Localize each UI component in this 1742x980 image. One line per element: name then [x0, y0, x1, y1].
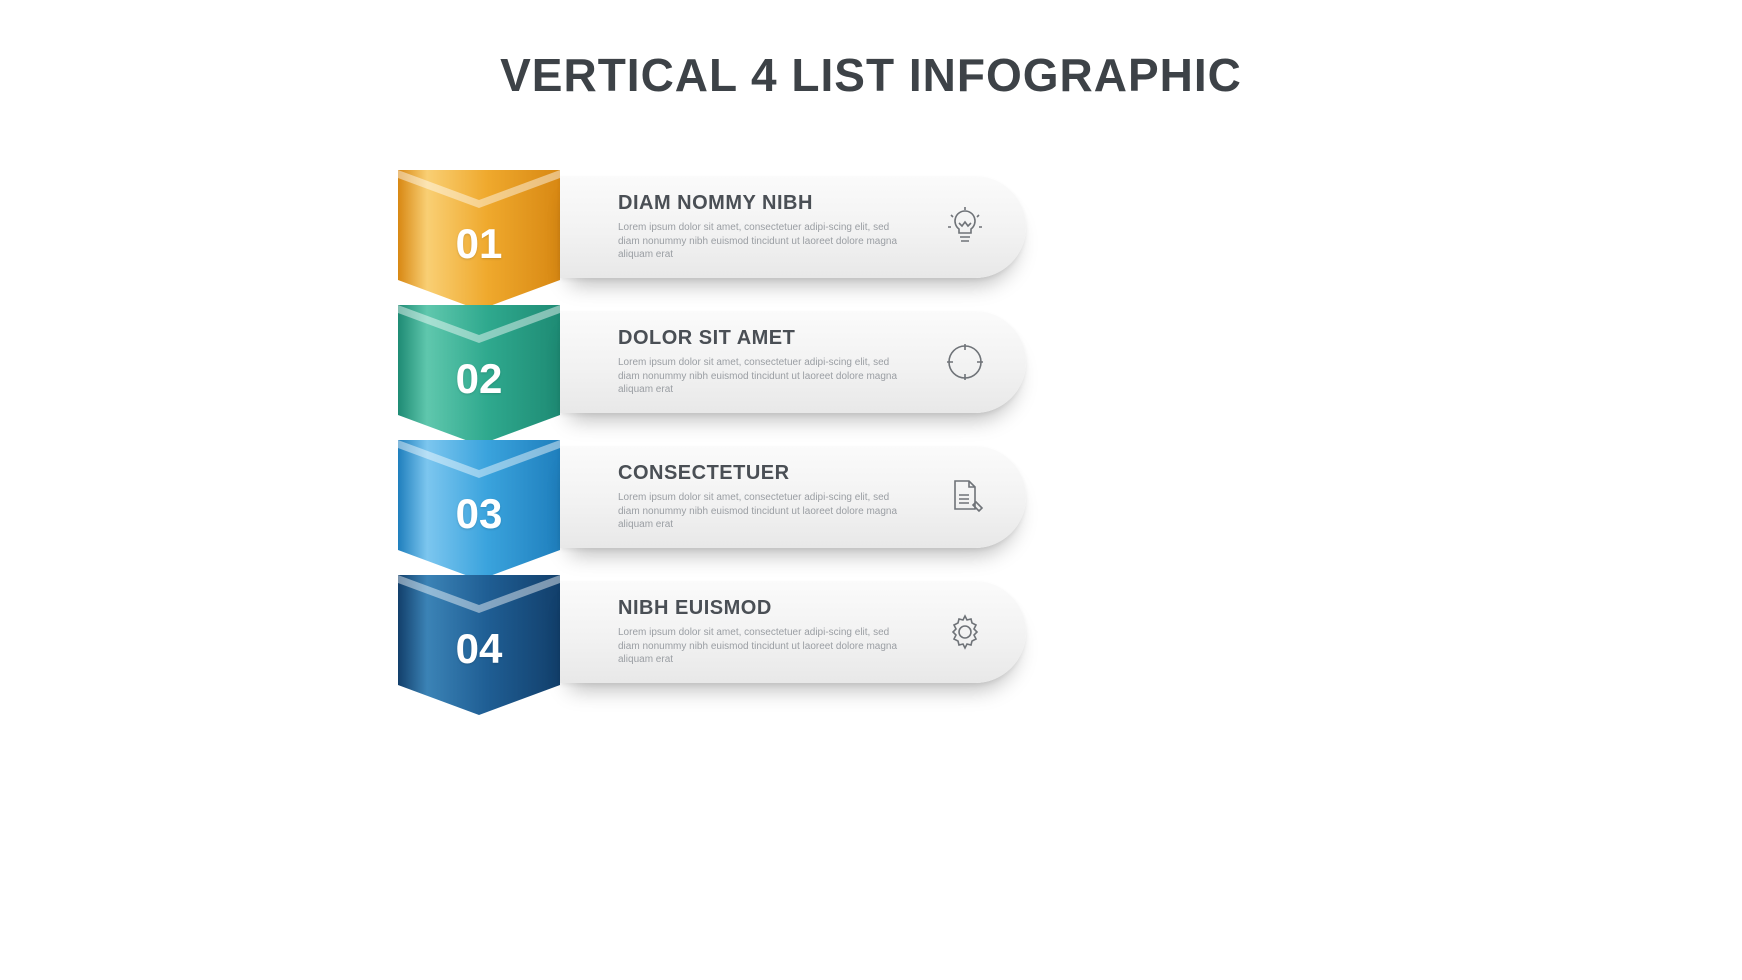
lightbulb-icon	[920, 205, 1010, 249]
item-number: 03	[398, 490, 560, 538]
target-icon	[920, 340, 1010, 384]
number-chevron: 04	[398, 575, 560, 710]
page-title: VERTICAL 4 LIST INFOGRAPHIC	[0, 48, 1742, 102]
item-title: CONSECTETUER	[618, 462, 902, 485]
number-chevron: 01	[398, 170, 560, 305]
document-icon	[920, 475, 1010, 519]
number-chevron: 03	[398, 440, 560, 575]
item-body: Lorem ipsum dolor sit amet, consectetuer…	[618, 491, 902, 532]
list-item: 04 NIBH EUISMOD Lorem ipsum dolor sit am…	[398, 575, 1028, 710]
item-body: Lorem ipsum dolor sit amet, consectetuer…	[618, 626, 902, 667]
list-item: 03 CONSECTETUER Lorem ipsum dolor sit am…	[398, 440, 1028, 575]
vertical-list: 01 DIAM NOMMY NIBH Lorem ipsum dolor sit…	[398, 170, 1028, 710]
item-number: 04	[398, 625, 560, 673]
item-body: Lorem ipsum dolor sit amet, consectetuer…	[618, 356, 902, 397]
item-pill: CONSECTETUER Lorem ipsum dolor sit amet,…	[560, 446, 1026, 548]
list-item: 01 DIAM NOMMY NIBH Lorem ipsum dolor sit…	[398, 170, 1028, 305]
list-item: 02 DOLOR SIT AMET Lorem ipsum dolor sit …	[398, 305, 1028, 440]
item-pill: DOLOR SIT AMET Lorem ipsum dolor sit ame…	[560, 311, 1026, 413]
item-title: NIBH EUISMOD	[618, 597, 902, 620]
item-title: DIAM NOMMY NIBH	[618, 192, 902, 215]
infographic-stage: VERTICAL 4 LIST INFOGRAPHIC 01 DIA	[0, 0, 1742, 980]
gear-icon	[920, 610, 1010, 654]
item-pill: NIBH EUISMOD Lorem ipsum dolor sit amet,…	[560, 581, 1026, 683]
number-chevron: 02	[398, 305, 560, 440]
item-body: Lorem ipsum dolor sit amet, consectetuer…	[618, 221, 902, 262]
item-title: DOLOR SIT AMET	[618, 327, 902, 350]
item-number: 01	[398, 220, 560, 268]
item-number: 02	[398, 355, 560, 403]
item-pill: DIAM NOMMY NIBH Lorem ipsum dolor sit am…	[560, 176, 1026, 278]
